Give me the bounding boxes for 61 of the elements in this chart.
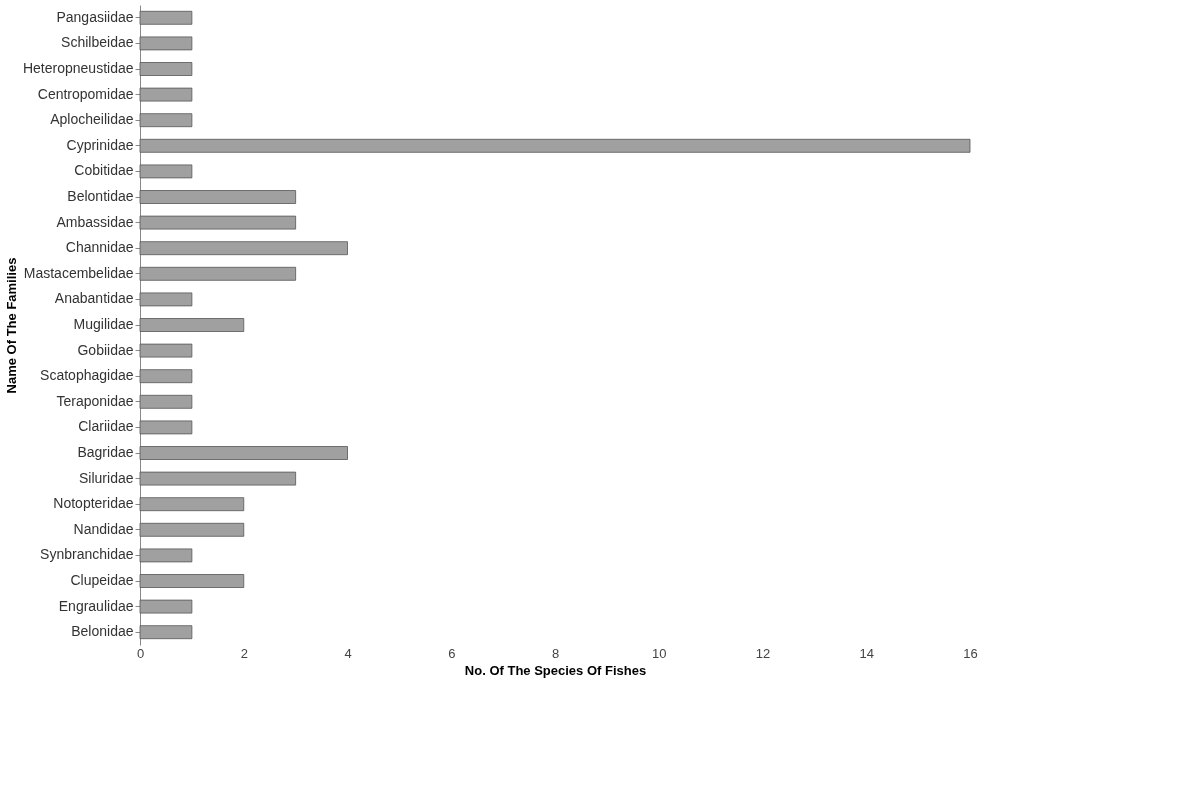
y-tick-label: Pangasiidae xyxy=(56,8,134,25)
y-tick-label: Teraponidae xyxy=(56,392,134,409)
y-tick-label: Schilbeidae xyxy=(61,34,134,51)
bar xyxy=(139,420,193,435)
bar xyxy=(139,574,245,588)
y-tick-label: Belonidae xyxy=(71,623,134,640)
y-tick-label: Clupeidae xyxy=(70,572,134,588)
bar xyxy=(139,241,348,256)
y-tick-label: Nandidae xyxy=(73,520,134,537)
y-tick-label: Centropomidae xyxy=(37,85,134,102)
bar xyxy=(139,87,193,102)
y-tick-label: Bagridae xyxy=(77,444,134,460)
bar xyxy=(139,343,193,358)
bar xyxy=(139,446,348,460)
bar xyxy=(139,62,193,76)
x-axis-title: No. Of The Species Of Fishes xyxy=(464,662,647,678)
bar xyxy=(139,10,193,25)
y-tick-label: Channidae xyxy=(65,239,134,256)
y-tick-label: Heteropneustidae xyxy=(22,60,134,76)
y-tick-label: Engraulidae xyxy=(58,597,134,614)
bar xyxy=(139,266,297,281)
bar xyxy=(139,164,193,179)
y-tick-label: Ambassidae xyxy=(56,213,134,230)
x-tick-label: 12 xyxy=(755,645,771,661)
bar xyxy=(139,599,193,614)
bar xyxy=(139,369,193,384)
bar xyxy=(139,318,245,332)
bar xyxy=(139,625,193,640)
bar xyxy=(139,36,193,51)
y-tick-label: Scatophagidae xyxy=(40,367,134,384)
x-tick-label: 16 xyxy=(963,645,978,661)
y-tick-label: Anabantidae xyxy=(54,290,134,307)
bar xyxy=(139,292,193,307)
y-tick-label: Mugilidae xyxy=(73,316,134,332)
x-tick-label: 6 xyxy=(448,645,456,661)
bar xyxy=(139,215,297,230)
bar xyxy=(139,138,971,153)
bar xyxy=(139,522,245,537)
y-tick-label: Cobitidae xyxy=(74,162,134,179)
x-tick-label: 4 xyxy=(344,645,352,661)
x-tick-label: 10 xyxy=(652,645,667,661)
bar xyxy=(139,497,245,512)
y-tick-label: Cyprinidae xyxy=(66,136,134,153)
bar xyxy=(139,548,193,563)
bar xyxy=(139,471,297,486)
y-tick-label: Clariidae xyxy=(78,418,134,435)
bar xyxy=(139,394,193,409)
y-tick-label: Mastacembelidae xyxy=(23,264,134,281)
y-axis-title: Name Of The Families xyxy=(3,257,19,394)
y-tick-label: Gobiidae xyxy=(77,341,134,358)
y-tick-label: Belontidae xyxy=(67,188,134,204)
x-tick-label: 14 xyxy=(859,645,874,661)
x-tick-label: 0 xyxy=(136,645,145,661)
y-tick-label: Synbranchidae xyxy=(40,546,134,563)
bar xyxy=(139,190,297,204)
y-tick-label: Aplocheilidae xyxy=(50,111,134,128)
bar xyxy=(139,113,193,128)
y-tick-label: Notopteridae xyxy=(53,495,134,512)
x-tick-label: 8 xyxy=(551,645,560,661)
y-tick-label: Siluridae xyxy=(79,469,134,486)
x-tick-label: 2 xyxy=(240,645,248,661)
